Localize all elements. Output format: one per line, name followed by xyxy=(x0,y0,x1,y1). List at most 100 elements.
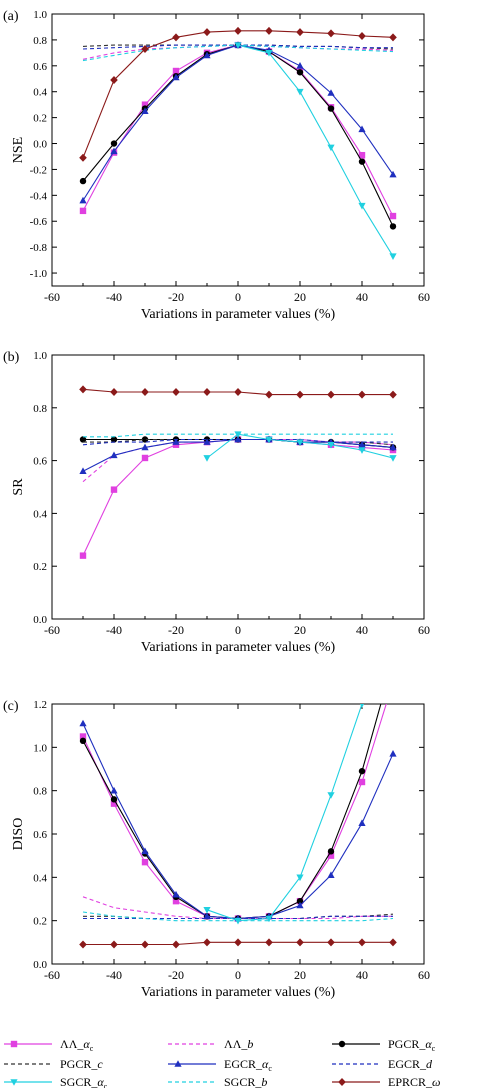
panels: -60 -40 -20 0 20 40 60 -1.0 -0.8 -0.6 -0.4 -0.2 0.0 0… xyxy=(3,9,430,1000)
data-point-EPRCR_w xyxy=(296,28,304,37)
legend-item-PGCR_c: PGCR_c xyxy=(4,1057,103,1071)
data-point-EGCR_ac xyxy=(358,125,366,133)
data-point-EGCR_ac xyxy=(172,438,180,445)
data-point-PGCR_ac xyxy=(296,69,304,76)
y-tick-label: 0.8 xyxy=(33,403,47,415)
y-tick-label: 0.2 xyxy=(33,561,47,573)
legend-marker xyxy=(338,1040,346,1048)
data-point-EPRCR_w xyxy=(265,26,273,35)
series-layer xyxy=(79,385,397,559)
data-point-EPRCR_w xyxy=(265,390,273,399)
series-layer xyxy=(79,679,397,949)
panel-label: (c) xyxy=(3,699,19,714)
data-point-PGCR_ac xyxy=(141,436,149,443)
chart-panel-2: -60 -40 -20 0 20 40 60 0.0 0.2 0.4 0.6 0.8 1.0 Variat… xyxy=(3,350,430,655)
data-point-EPRCR_w xyxy=(358,390,366,399)
x-tick-label: 60 xyxy=(418,623,430,637)
series-line-EPRCR_w xyxy=(82,30,394,159)
data-point-SGCR_ac xyxy=(296,88,304,96)
x-tick-label: -40 xyxy=(106,290,122,304)
series-line-EGCR_ac xyxy=(82,723,394,920)
legend-item-EGCR_ac: EGCR_αc xyxy=(168,1057,272,1073)
x-tick-label: 20 xyxy=(294,968,306,982)
x-tick-label: -20 xyxy=(168,623,184,637)
y-tick-label: 0.0 xyxy=(33,959,47,971)
data-point-PGCR_ac xyxy=(296,897,304,905)
y-tick-label: 0.0 xyxy=(33,139,47,151)
y-tick-label: 0.6 xyxy=(33,829,47,841)
data-point-EPRCR_w xyxy=(110,76,118,85)
data-point-AA_ac xyxy=(390,679,396,685)
y-axis-label: SR xyxy=(11,478,26,496)
data-point-EPRCR_w xyxy=(79,153,87,162)
data-point-SGCR_ac xyxy=(389,253,397,261)
x-tick-label: -60 xyxy=(44,968,60,982)
data-point-EPRCR_w xyxy=(203,387,211,396)
x-tick-label: -40 xyxy=(106,623,122,637)
legend-item-PGCR_ac: PGCR_αc xyxy=(332,1037,436,1053)
legend-label: EGCR_αc xyxy=(224,1057,272,1073)
x-tick-label: 0 xyxy=(235,968,241,982)
legend-item-AA_b: ΛΛ_b xyxy=(168,1037,253,1051)
data-point-PGCR_ac xyxy=(327,848,335,855)
chart-panel-3: -60 -40 -20 0 20 40 60 0.0 0.2 0.4 0.6 0.8 1.0 1.2 Var… xyxy=(3,679,430,1000)
data-point-PGCR_ac xyxy=(110,436,118,443)
data-point-AA_ac xyxy=(79,733,87,740)
data-point-EPRCR_w xyxy=(79,385,87,394)
series-line-EGCR_ac xyxy=(82,438,394,472)
data-point-SGCR_ac xyxy=(265,915,273,923)
panel-label: (b) xyxy=(3,350,20,365)
x-axis-label: Variations in parameter values (%) xyxy=(141,985,336,1000)
data-point-PGCR_ac xyxy=(110,140,118,147)
data-point-EGCR_ac xyxy=(79,719,87,727)
data-point-EPRCR_w xyxy=(327,29,335,38)
plot-frame xyxy=(51,13,425,287)
data-point-AA_ac xyxy=(358,778,366,786)
data-point-EGCR_ac xyxy=(203,438,211,445)
data-point-EGCR_ac xyxy=(203,912,211,920)
data-point-PGCR_ac xyxy=(79,737,87,745)
data-point-EPRCR_w xyxy=(265,938,273,947)
x-tick-label: -60 xyxy=(44,623,60,637)
data-point-EGCR_ac xyxy=(172,890,180,898)
legend-label: SGCR_αc xyxy=(60,1075,108,1088)
data-point-SGCR_ac xyxy=(296,874,304,882)
data-point-EGCR_ac xyxy=(296,62,304,69)
data-point-EPRCR_w xyxy=(203,28,211,37)
data-point-EPRCR_w xyxy=(234,26,242,35)
data-point-EPRCR_w xyxy=(327,938,335,947)
data-point-PGCR_ac xyxy=(327,105,335,112)
series-line-AA_ac xyxy=(82,438,394,556)
data-point-EPRCR_w xyxy=(110,940,118,949)
series-line-SGCR_b xyxy=(82,44,394,62)
y-tick-label: -0.6 xyxy=(30,216,48,228)
legend-marker xyxy=(338,1078,346,1086)
data-point-EGCR_ac xyxy=(79,196,87,204)
data-point-EPRCR_w xyxy=(141,387,149,396)
legend-item-AA_ac: ΛΛ_αc xyxy=(4,1037,94,1053)
series-line-PGCR_ac xyxy=(82,44,394,227)
x-tick-label: 0 xyxy=(235,290,241,304)
data-point-EGCR_ac xyxy=(110,147,118,155)
y-tick-label: 0.4 xyxy=(33,508,47,520)
y-tick-label: 1.0 xyxy=(33,350,47,362)
chart-panel-1: -60 -40 -20 0 20 40 60 -1.0 -0.8 -0.6 -0.4 -0.2 0.0 0… xyxy=(3,9,430,322)
data-point-AA_ac xyxy=(358,151,366,159)
legend-marker xyxy=(10,1079,18,1086)
data-point-EPRCR_w xyxy=(389,938,397,947)
data-point-AA_ac xyxy=(79,207,87,215)
legend-label: PGCR_c xyxy=(60,1057,103,1071)
x-tick-label: 40 xyxy=(356,968,368,982)
data-point-SGCR_ac xyxy=(358,447,366,454)
data-point-EPRCR_w xyxy=(79,940,87,949)
y-tick-label: 1.2 xyxy=(33,699,47,711)
data-point-EGCR_ac xyxy=(358,819,366,826)
y-tick-label: 0.8 xyxy=(33,786,47,798)
data-point-SGCR_ac xyxy=(265,50,273,57)
data-point-EPRCR_w xyxy=(141,940,149,949)
data-point-EPRCR_w xyxy=(234,387,242,396)
y-tick-label: 0.0 xyxy=(33,614,47,626)
data-point-SGCR_ac xyxy=(203,455,211,462)
y-tick-label: -1.0 xyxy=(30,268,48,280)
